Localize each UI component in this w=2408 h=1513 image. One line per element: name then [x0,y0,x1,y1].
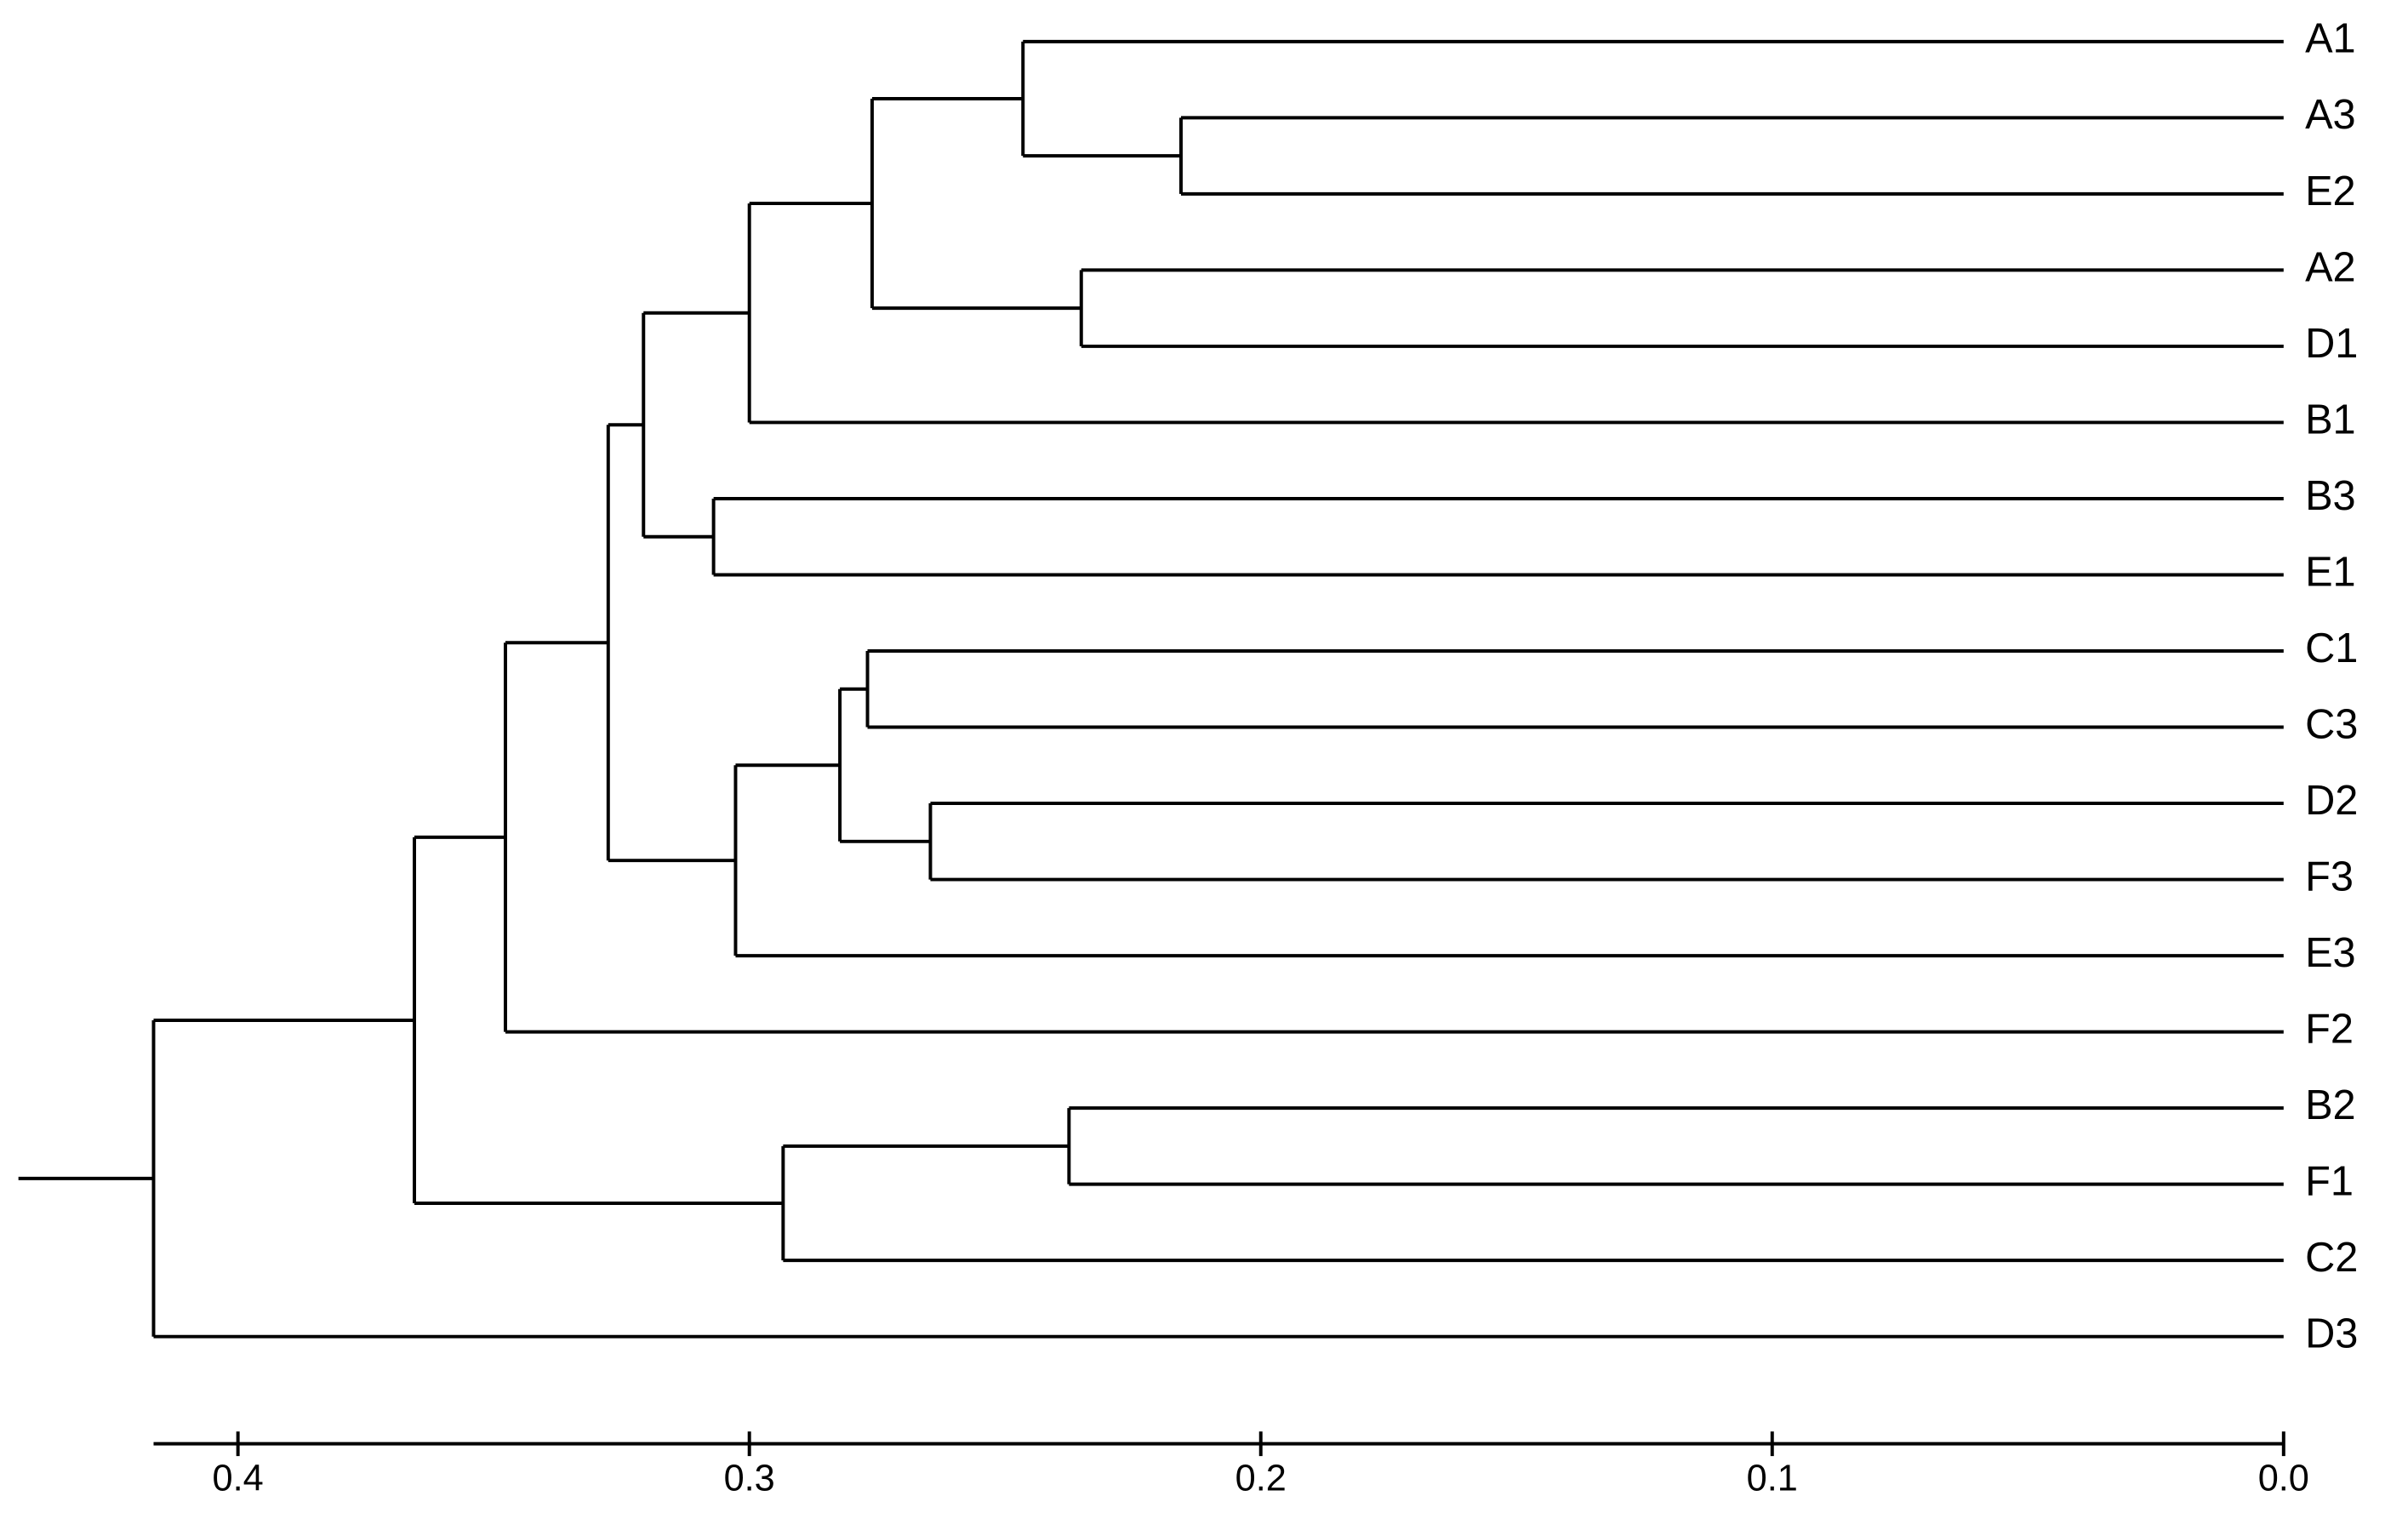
leaf-label: B3 [2305,473,2356,519]
x-tick-label: 0.4 [213,1458,264,1499]
leaf-label: D2 [2305,778,2358,824]
leaf-label: E2 [2305,168,2356,214]
leaf-label: A3 [2305,92,2356,138]
leaf-label: B2 [2305,1082,2356,1128]
leaf-label: A2 [2305,244,2356,290]
leaf-label: F1 [2305,1159,2354,1205]
x-tick-label: 0.2 [1235,1458,1287,1499]
x-tick-label: 0.0 [2258,1458,2309,1499]
leaf-label: D1 [2305,321,2358,367]
leaf-label: C3 [2305,701,2358,747]
leaf-label: D3 [2305,1311,2358,1357]
leaf-label: E1 [2305,549,2356,595]
leaf-label: C1 [2305,625,2358,671]
x-tick-label: 0.1 [1747,1458,1798,1499]
leaf-label: C2 [2305,1235,2358,1281]
leaf-label: A1 [2305,16,2356,62]
x-tick-label: 0.3 [724,1458,775,1499]
leaf-label: B1 [2305,397,2356,442]
leaf-label: F2 [2305,1006,2354,1052]
leaf-label: F3 [2305,854,2354,899]
leaf-label: E3 [2305,930,2356,976]
